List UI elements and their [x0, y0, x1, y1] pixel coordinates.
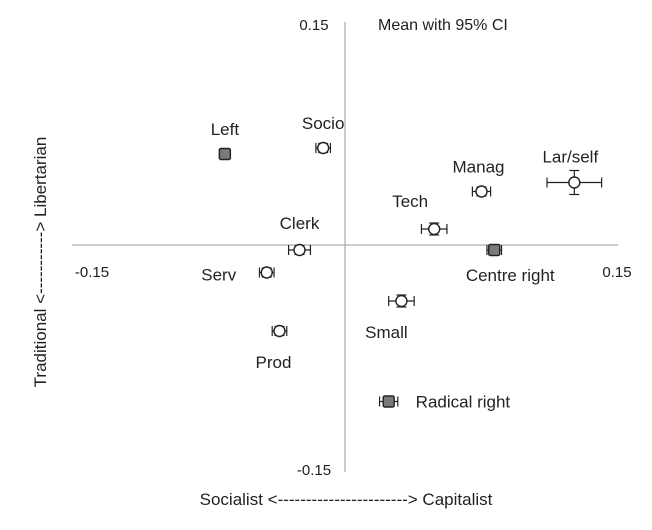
- marker-circle: [395, 294, 408, 308]
- point-label-serv: Serv: [201, 266, 236, 285]
- point-label-clerk: Clerk: [280, 214, 320, 233]
- point-small: Small: [365, 294, 415, 342]
- point-label-centre-right: Centre right: [466, 266, 555, 285]
- marker-circle: [260, 266, 273, 279]
- point-left: Left: [211, 120, 240, 161]
- point-label-tech: Tech: [392, 192, 428, 211]
- marker-square: [218, 147, 232, 161]
- marker-circle: [273, 324, 286, 338]
- point-lar-self: Lar/self: [542, 148, 603, 196]
- point-label-socio: Socio: [302, 114, 345, 133]
- data-points: Left Socio Lar/self Manag Tech Clerk Centre ri…: [201, 114, 603, 412]
- point-clerk: Clerk: [280, 214, 320, 257]
- point-label-small: Small: [365, 323, 408, 342]
- marker-square: [382, 395, 395, 408]
- x-tick-label-max: 0.15: [602, 264, 631, 281]
- point-label-prod: Prod: [256, 353, 292, 372]
- point-radical-right: Radical right: [378, 393, 511, 412]
- point-label-left: Left: [211, 120, 240, 139]
- marker-circle: [293, 243, 306, 257]
- x-axis-label: Socialist <-----------------------> Capi…: [200, 490, 493, 509]
- point-prod: Prod: [256, 324, 292, 372]
- marker-circle: [568, 176, 581, 189]
- point-socio: Socio: [302, 114, 345, 155]
- axes: [72, 22, 618, 472]
- point-label-manag: Manag: [453, 158, 505, 177]
- point-label-radical-right: Radical right: [416, 393, 511, 412]
- point-centre-right: Centre right: [466, 243, 555, 285]
- x-tick-label-min: -0.15: [75, 264, 109, 281]
- y-axis-label: Traditional <-----------> Libertarian: [31, 137, 50, 388]
- y-tick-label-max: 0.15: [299, 17, 328, 34]
- point-tech: Tech: [392, 192, 448, 236]
- marker-circle: [475, 185, 488, 198]
- point-serv: Serv: [201, 266, 275, 285]
- marker-circle: [316, 141, 330, 155]
- chart-title: Mean with 95% CI: [378, 17, 508, 34]
- marker-circle: [427, 222, 441, 236]
- marker-square: [488, 243, 501, 257]
- y-tick-label-min: -0.15: [297, 462, 331, 479]
- point-manag: Manag: [453, 158, 505, 198]
- point-label-lar-self: Lar/self: [542, 148, 598, 167]
